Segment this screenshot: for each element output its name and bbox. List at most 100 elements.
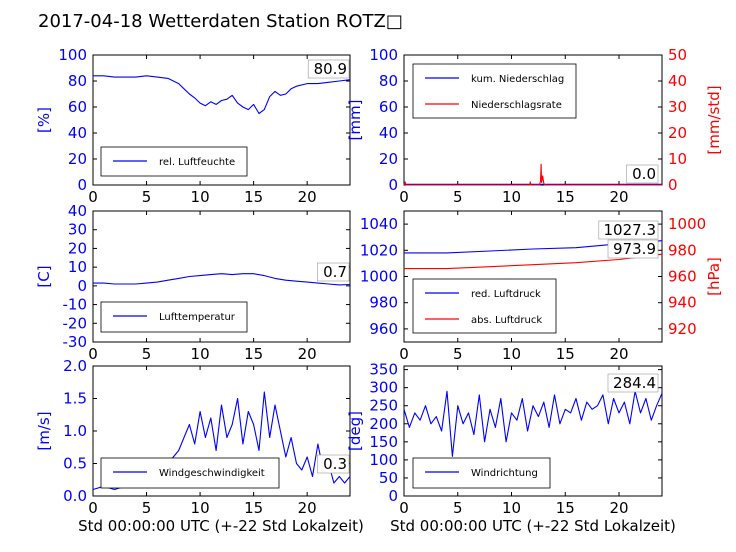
x-tick-label: 10	[191, 499, 210, 517]
y-tick-label: 80	[68, 72, 87, 90]
y-right-tick-label: 980	[668, 241, 697, 259]
x-tick-label: 5	[453, 499, 463, 517]
x-tick-label: 20	[298, 188, 317, 206]
y-tick-label: 300	[369, 379, 398, 397]
y-tick-label: 0	[388, 176, 398, 194]
last-value-box	[607, 239, 659, 259]
plot-frame	[92, 210, 351, 343]
y-tick-label: 50	[379, 469, 398, 487]
y-axis-label: [%]	[35, 107, 53, 133]
y-tick-label: 40	[68, 124, 87, 142]
x-tick-label: 5	[453, 345, 463, 363]
last-value-box	[607, 373, 659, 393]
y-tick-label: 980	[369, 294, 398, 312]
y-tick-label: 60	[379, 98, 398, 116]
panel-humidity: 0 5 10 15 20 0 20 40 60 80 100 [%] rel. Luftfeuchte 8…	[35, 46, 351, 206]
y-tick-label: 20	[68, 239, 87, 257]
panel-precip: 0 5 10 15 20 0 20 40 60 80 100 [mm] 0 10 20 30 40 50 [mm/s…	[346, 46, 723, 206]
x-tick-label: 20	[609, 345, 628, 363]
y-tick-label: 10	[68, 258, 87, 276]
x-tick-label: 5	[142, 345, 152, 363]
plot-frame	[92, 54, 351, 186]
last-value-box	[598, 220, 659, 240]
last-value-label: 80.9	[314, 60, 347, 78]
x-tick-label: 0	[399, 499, 409, 517]
panel-wind_speed: 0 5 10 15 20 0.0 0.5 1.0 1.5 2.0 [m/s] Windgeschwin…	[35, 357, 351, 517]
last-value-label: 0.3	[323, 455, 347, 473]
x-tick-label: 10	[191, 188, 210, 206]
x-axis-label-right: Std 00:00:00 UTC (+-22 Std Lokalzeit)	[390, 517, 676, 535]
y-tick-label: 1020	[360, 241, 398, 259]
y-right-tick-label: 920	[668, 320, 697, 338]
y-tick-label: 150	[369, 433, 398, 451]
last-value-label: 0.0	[632, 165, 656, 183]
y-right-tick-label: 10	[668, 150, 687, 168]
x-tick-label: 15	[244, 188, 263, 206]
series-line-abs-luftdruck	[404, 253, 663, 270]
x-tick-label: 10	[502, 345, 521, 363]
y-right-tick-label: 960	[668, 268, 697, 286]
legend-label: Windgeschwindigkeit	[159, 468, 265, 479]
y-tick-label: 0.5	[63, 455, 87, 473]
y-axis-label: [mm]	[346, 100, 364, 141]
panel-wind_direction: 0 5 10 15 20050100150200250300350[deg]Windri…	[346, 361, 663, 517]
last-value-box	[317, 262, 350, 282]
y-axis-label: [deg]	[346, 411, 364, 451]
x-tick-label: 5	[142, 188, 152, 206]
panel-temperature: 0 5 10 15 20-30-20-10010203040[C]Lufttempera…	[35, 202, 351, 363]
x-tick-label: 15	[556, 345, 575, 363]
y-right-tick-label: 1000	[668, 215, 706, 233]
last-value-box	[626, 164, 659, 184]
x-tick-label: 10	[502, 499, 521, 517]
x-tick-label: 10	[191, 345, 210, 363]
last-value-label: 0.7	[323, 263, 347, 281]
y-right-tick-label: 0	[668, 176, 678, 194]
last-value-box	[307, 59, 350, 79]
legend-box	[412, 63, 577, 119]
y-tick-label: 100	[369, 46, 398, 64]
y-tick-label: 0	[388, 487, 398, 505]
x-tick-label: 0	[399, 345, 409, 363]
y-tick-label: 0	[77, 277, 87, 295]
y-tick-label: 1040	[360, 215, 398, 233]
y-tick-label: 100	[58, 46, 87, 64]
y-tick-label: 100	[369, 451, 398, 469]
x-tick-label: 10	[502, 188, 521, 206]
last-value-label: 1027.3	[604, 221, 657, 239]
y-axis-label: [m/s]	[35, 411, 53, 450]
y-tick-label: 350	[369, 361, 398, 379]
y-right-tick-label: 20	[668, 124, 687, 142]
y-tick-label: 30	[68, 221, 87, 239]
x-tick-label: 20	[609, 499, 628, 517]
y-tick-label: 40	[379, 124, 398, 142]
x-tick-label: 20	[298, 499, 317, 517]
legend-box	[412, 457, 551, 489]
legend-label: Lufttemperatur	[159, 312, 236, 323]
x-tick-label: 20	[298, 345, 317, 363]
y-axis-label: [C]	[35, 265, 53, 287]
last-value-label: 284.4	[613, 374, 656, 392]
legend-box	[100, 457, 280, 489]
y-right-axis-label: [hPa]	[705, 257, 723, 296]
y-tick-label: -20	[63, 314, 88, 332]
y-tick-label: 0.0	[63, 487, 87, 505]
legend-box	[100, 301, 248, 333]
x-tick-label: 15	[244, 345, 263, 363]
x-axis-label-left: Std 00:00:00 UTC (+-22 Std Lokalzeit)	[78, 517, 364, 535]
x-tick-label: 0	[399, 188, 409, 206]
series-line-rel-luftfeuchte	[93, 75, 351, 115]
x-tick-label: 0	[88, 188, 98, 206]
y-tick-label: -30	[63, 333, 88, 351]
y-tick-label: 40	[68, 202, 87, 220]
last-value-label: 973.9	[613, 240, 656, 258]
legend-label: kum. Niederschlag	[471, 74, 564, 85]
series-line-niederschlagsrate	[403, 163, 662, 186]
y-right-tick-label: 30	[668, 98, 687, 116]
last-value-box	[317, 454, 350, 474]
legend-box	[412, 278, 557, 334]
x-tick-label: 5	[453, 188, 463, 206]
y-tick-label: 1.0	[63, 422, 87, 440]
series-line-lufttemperatur	[93, 273, 351, 286]
x-tick-label: 15	[244, 499, 263, 517]
y-tick-label: 1000	[360, 268, 398, 286]
